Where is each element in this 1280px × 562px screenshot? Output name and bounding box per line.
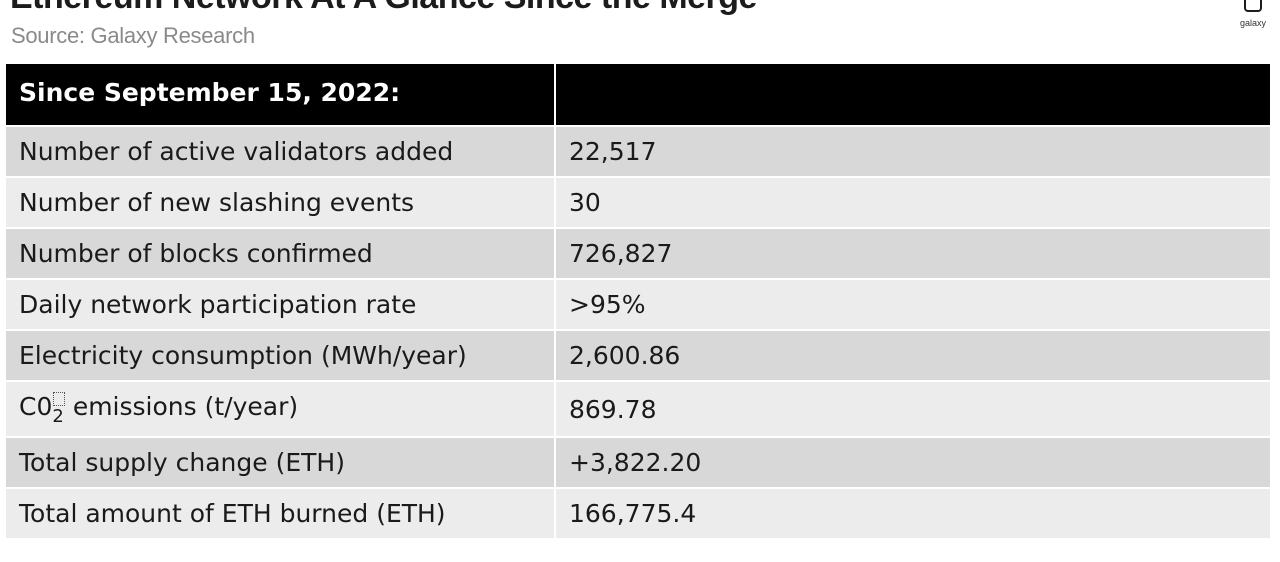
galaxy-logo-wordmark: galaxy (1240, 18, 1267, 28)
row-value-electricity: 2,600.86 (554, 329, 1270, 380)
table-header-row: Since September 15, 2022: (6, 64, 1270, 125)
galaxy-logo: galaxy (1236, 0, 1276, 34)
emissions-suffix: emissions (t/year) (72, 391, 299, 421)
emissions-subscript: 2 (52, 405, 64, 427)
table-row: Daily network participation rate >95% (6, 278, 1270, 329)
row-value-emissions: 869.78 (554, 380, 1270, 436)
table-header-value (554, 64, 1270, 125)
row-label-active-validators: Number of active validators added (6, 125, 554, 176)
stats-table-container: Since September 15, 2022: Number of acti… (6, 64, 1270, 538)
table-row: Electricity consumption (MWh/year) 2,600… (6, 329, 1270, 380)
galaxy-logo-icon (1244, 0, 1262, 12)
row-label-eth-burned: Total amount of ETH burned (ETH) (6, 487, 554, 538)
emissions-prefix: C0 (19, 391, 53, 421)
table-header-label: Since September 15, 2022: (6, 64, 554, 125)
table-row: Number of blocks confirmed 726,827 (6, 227, 1270, 278)
table-row: Total amount of ETH burned (ETH) 166,775… (6, 487, 1270, 538)
page-title: Ethereum Network At A Glance Since the M… (10, 0, 757, 17)
row-value-supply-change: +3,822.20 (554, 436, 1270, 487)
row-label-blocks-confirmed: Number of blocks confirmed (6, 227, 554, 278)
table-row: C02 emissions (t/year) 869.78 (6, 380, 1270, 436)
row-value-participation-rate: >95% (554, 278, 1270, 329)
row-value-active-validators: 22,517 (554, 125, 1270, 176)
row-label-participation-rate: Daily network participation rate (6, 278, 554, 329)
table-row: Number of active validators added 22,517 (6, 125, 1270, 176)
row-label-electricity: Electricity consumption (MWh/year) (6, 329, 554, 380)
row-value-slashing-events: 30 (554, 176, 1270, 227)
source-note: Source: Galaxy Research (11, 23, 255, 48)
row-value-blocks-confirmed: 726,827 (554, 227, 1270, 278)
row-label-slashing-events: Number of new slashing events (6, 176, 554, 227)
table-row: Number of new slashing events 30 (6, 176, 1270, 227)
stats-table: Since September 15, 2022: Number of acti… (6, 64, 1270, 538)
row-label-emissions: C02 emissions (t/year) (6, 380, 554, 436)
missing-glyph-icon (52, 391, 65, 406)
row-label-supply-change: Total supply change (ETH) (6, 436, 554, 487)
row-value-eth-burned: 166,775.4 (554, 487, 1270, 538)
table-row: Total supply change (ETH) +3,822.20 (6, 436, 1270, 487)
